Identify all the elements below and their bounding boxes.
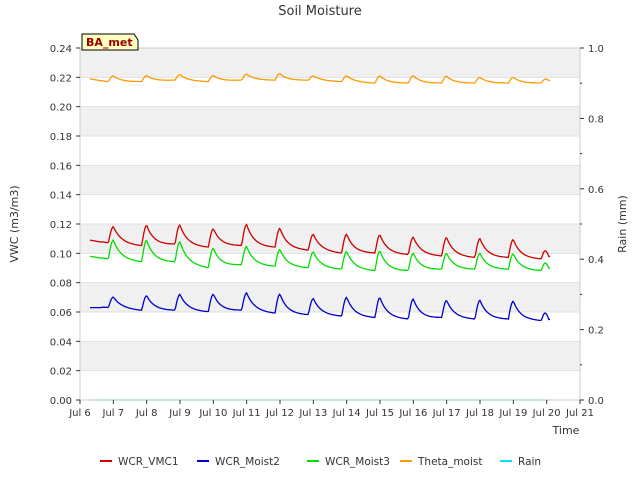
grid-band [80, 224, 580, 254]
y-tick-label: 0.22 [50, 73, 72, 84]
y2-tick-label: 1.0 [588, 44, 604, 55]
y-tick-label: 0.12 [50, 220, 72, 231]
y2-tick-label: 0.2 [588, 326, 604, 337]
legend-label: WCR_Moist2 [215, 456, 280, 468]
grid-lines [80, 47, 580, 401]
x-tick-label: Jul 21 [565, 408, 594, 419]
y-tick-label: 0.18 [50, 132, 72, 143]
x-tick-label: Jul 20 [532, 408, 561, 419]
grid-band [80, 341, 580, 371]
legend-label: WCR_VMC1 [118, 456, 179, 468]
x-tick-label: Jul 14 [332, 408, 361, 419]
y-tick-label: 0.06 [50, 308, 72, 319]
x-tick-label: Jul 7 [102, 408, 125, 419]
x-tick-label: Jul 11 [232, 408, 261, 419]
y2-tick-label: 0.4 [588, 255, 604, 266]
series-line-theta_moist [89, 72, 551, 84]
station-badge-label: BA_met [86, 36, 133, 49]
y2-tick-label: 0.0 [588, 396, 604, 407]
legend-label: Rain [518, 456, 541, 468]
y-tick-label: 0.08 [50, 279, 72, 290]
grid-band [80, 48, 580, 78]
y-tick-label: 0.10 [50, 249, 72, 260]
x-tick-label: Jul 9 [168, 408, 191, 419]
x-tick-label: Jul 10 [198, 408, 227, 419]
x-tick-label: Jul 6 [68, 408, 91, 419]
y-axis-label: VWC (m3/m3) [8, 185, 21, 262]
y-tick-label: 0.04 [50, 337, 72, 348]
x-tick-label: Jul 13 [298, 408, 327, 419]
legend-label: Theta_moist [417, 456, 483, 468]
grid-band [80, 282, 580, 312]
y-tick-label: 0.16 [50, 161, 72, 172]
station-badge: BA_met [81, 33, 139, 51]
x-tick-label: Jul 15 [365, 408, 394, 419]
grid-band [80, 106, 580, 136]
x-tick-label: Jul 12 [265, 408, 294, 419]
y-tick-label: 0.24 [50, 44, 72, 55]
y2-tick-label: 0.8 [588, 114, 604, 125]
series-line-wcr_moist3 [89, 238, 551, 272]
legend-label: WCR_Moist3 [325, 456, 390, 468]
y2-tick-label: 0.6 [588, 185, 604, 196]
y-axis-ticks: 0.00 0.02 0.04 0.06 0.08 0.10 0.12 0.14 0.16 0.18… [50, 44, 80, 407]
grid-bands [80, 48, 580, 371]
grid-band [80, 165, 580, 195]
legend: WCR_VMC1 WCR_Moist2 WCR_Moist3 Theta_moist R… [100, 456, 541, 468]
y2-axis-ticks: 0.0 0.2 0.4 0.6 0.8 1.0 [580, 44, 604, 407]
x-tick-label: Jul 16 [398, 408, 427, 419]
x-tick-label: Jul 17 [432, 408, 461, 419]
y2-axis-label: Rain (mm) [616, 195, 629, 253]
y-tick-label: 0.02 [50, 367, 72, 378]
x-axis-label: Time [552, 424, 580, 437]
x-axis-ticks: Jul 6 Jul 7 Jul 8 Jul 9 Jul 10 Jul 11 Jul 12 Ju… [68, 400, 594, 419]
series-line-wcr_moist2 [90, 291, 551, 322]
y-tick-label: 0.14 [50, 191, 72, 202]
x-tick-label: Jul 19 [498, 408, 527, 419]
chart-title: Soil Moisture [278, 4, 362, 19]
y-tick-label: 0.20 [50, 103, 72, 114]
x-tick-label: Jul 8 [135, 408, 158, 419]
series-line-wcr_vmc1 [89, 223, 551, 260]
x-tick-label: Jul 18 [465, 408, 494, 419]
y-tick-label: 0.00 [50, 396, 72, 407]
